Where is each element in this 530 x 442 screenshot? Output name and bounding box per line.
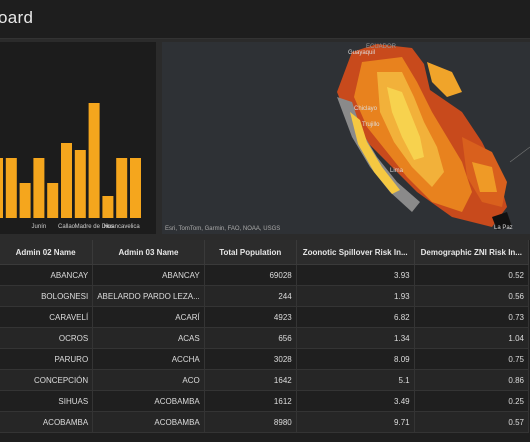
bar[interactable] bbox=[74, 150, 86, 218]
table-cell: BOLOGNESI bbox=[0, 285, 94, 307]
bar[interactable] bbox=[19, 183, 31, 218]
table-cell: 5.1 bbox=[296, 369, 415, 391]
table-cell: ACOBAMBA bbox=[92, 390, 205, 412]
x-tick-label: Junín bbox=[32, 224, 47, 230]
table-cell: ACCHA bbox=[92, 348, 205, 370]
table-row[interactable]: CARAVELÍ ACARÍ 4923 6.82 0.73 bbox=[0, 306, 530, 328]
map-label-guayaquil: Guayaquil bbox=[348, 50, 376, 56]
column-header-demographic-risk[interactable]: Demographic ZNI Risk In... bbox=[414, 240, 530, 265]
table-body: ABANCAY ABANCAY 69028 3.93 0.52 BOLOGNESI ABEL… bbox=[0, 264, 530, 433]
table-cell: 0.52 bbox=[414, 264, 530, 286]
table-cell: 6.82 bbox=[296, 306, 415, 328]
table-cell: 0.73 bbox=[414, 306, 530, 328]
table-cell: 0.75 bbox=[414, 348, 530, 370]
map-label-trujillo: Trujillo bbox=[362, 122, 380, 128]
column-header-admin-02[interactable]: Admin 02 Name bbox=[0, 240, 94, 265]
table-cell: ABELARDO PARDO LEZA... bbox=[92, 285, 205, 307]
table-cell: ACOBAMBA bbox=[0, 411, 94, 433]
column-header-zoonotic-risk[interactable]: Zoonotic Spillover Risk In... bbox=[296, 240, 415, 265]
bar[interactable] bbox=[102, 196, 114, 218]
table-cell: 1642 bbox=[204, 369, 297, 391]
bar-chart-panel: Junín Callao Madre de Dios Huancavelica bbox=[0, 42, 156, 234]
table-cell: 1.04 bbox=[414, 327, 530, 349]
table-cell: 656 bbox=[204, 327, 297, 349]
table-cell: ABANCAY bbox=[92, 264, 205, 286]
table-cell: CARAVELÍ bbox=[0, 306, 94, 328]
map-label-la-paz: La Paz bbox=[494, 225, 513, 231]
x-tick-label: Huancavelica bbox=[104, 224, 141, 230]
bar[interactable] bbox=[116, 158, 128, 218]
table-cell: ACARÍ bbox=[92, 306, 205, 328]
table-cell: 3.93 bbox=[296, 264, 415, 286]
table-cell: SIHUAS bbox=[0, 390, 94, 412]
table-cell: ACOBAMBA bbox=[92, 411, 205, 433]
table-row[interactable]: OCROS ACAS 656 1.34 1.04 bbox=[0, 327, 530, 349]
table-row[interactable]: BOLOGNESI ABELARDO PARDO LEZA... 244 1.93 0.… bbox=[0, 285, 530, 307]
table-cell: 69028 bbox=[204, 264, 297, 286]
map-panel[interactable]: ECUADOR Guayaquil Chiclayo Trujillo Lima… bbox=[162, 42, 530, 234]
x-tick-label: Madre de Dios bbox=[75, 224, 114, 230]
table-cell: 1.34 bbox=[296, 327, 415, 349]
table-row[interactable]: PARURO ACCHA 3028 8.09 0.75 bbox=[0, 348, 530, 370]
map-label-lima: Lima bbox=[390, 168, 404, 174]
table-cell: 4923 bbox=[204, 306, 297, 328]
table-cell: CONCEPCIÓN bbox=[0, 369, 94, 391]
table-row[interactable]: ACOBAMBA ACOBAMBA 8980 9.71 0.57 bbox=[0, 411, 530, 433]
bar[interactable] bbox=[88, 103, 100, 218]
table-row[interactable]: SIHUAS ACOBAMBA 1612 3.49 0.25 bbox=[0, 390, 530, 412]
table-cell: 0.57 bbox=[414, 411, 530, 433]
table-cell: 0.86 bbox=[414, 369, 530, 391]
bar[interactable] bbox=[33, 158, 45, 218]
table-cell: 1612 bbox=[204, 390, 297, 412]
table-row[interactable]: ABANCAY ABANCAY 69028 3.93 0.52 bbox=[0, 264, 530, 286]
column-header-admin-03[interactable]: Admin 03 Name bbox=[92, 240, 205, 265]
table-cell: ABANCAY bbox=[0, 264, 94, 286]
bar[interactable] bbox=[130, 158, 141, 218]
bar[interactable] bbox=[5, 158, 17, 218]
table-cell: 8.09 bbox=[296, 348, 415, 370]
table-cell: PARURO bbox=[0, 348, 94, 370]
table-cell: 3028 bbox=[204, 348, 297, 370]
table-cell: ACAS bbox=[92, 327, 205, 349]
table-cell: 3.49 bbox=[296, 390, 415, 412]
peru-map[interactable] bbox=[162, 42, 530, 234]
bar[interactable] bbox=[0, 158, 3, 218]
dashboard-title: oard bbox=[0, 8, 34, 27]
x-tick-label: Callao bbox=[58, 224, 76, 230]
table-cell: 1.93 bbox=[296, 285, 415, 307]
table-cell: 0.25 bbox=[414, 390, 530, 412]
table-cell: 9.71 bbox=[296, 411, 415, 433]
table-cell: ACO bbox=[92, 369, 205, 391]
table-header-row: Admin 02 Name Admin 03 Name Total Popula… bbox=[0, 240, 530, 265]
bar[interactable] bbox=[47, 183, 59, 218]
map-label-chiclayo: Chiclayo bbox=[354, 106, 378, 112]
table-cell: 244 bbox=[204, 285, 297, 307]
table-cell: 8980 bbox=[204, 411, 297, 433]
map-label-ecuador: ECUADOR bbox=[366, 44, 397, 50]
data-table-panel: Admin 02 Name Admin 03 Name Total Popula… bbox=[0, 240, 530, 442]
table-cell: 0.56 bbox=[414, 285, 530, 307]
data-table: Admin 02 Name Admin 03 Name Total Popula… bbox=[0, 240, 530, 433]
column-header-total-population[interactable]: Total Population bbox=[204, 240, 297, 265]
table-cell: OCROS bbox=[0, 327, 94, 349]
dashboard-header: oard bbox=[0, 0, 530, 39]
bar[interactable] bbox=[61, 143, 72, 218]
map-attribution: Esri, TomTom, Garmin, FAO, NOAA, USGS bbox=[165, 226, 281, 232]
table-row[interactable]: CONCEPCIÓN ACO 1642 5.1 0.86 bbox=[0, 369, 530, 391]
